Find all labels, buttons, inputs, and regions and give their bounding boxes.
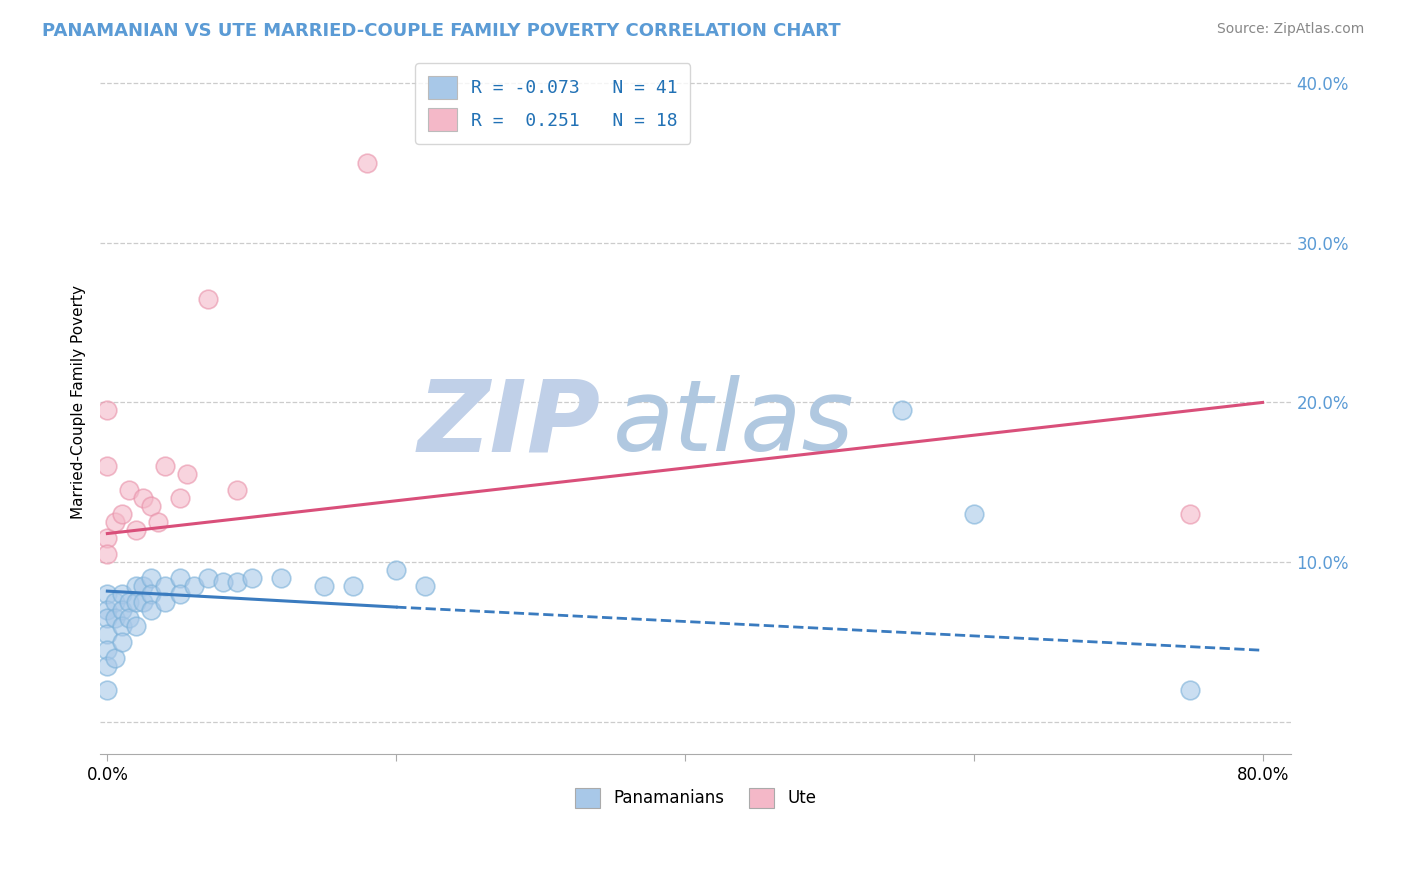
Point [226,574,249,589]
Point [963,508,986,522]
Y-axis label: Married-Couple Family Poverty: Married-Couple Family Poverty [72,285,86,519]
Point [197,292,219,306]
Text: Source: ZipAtlas.com: Source: ZipAtlas.com [1216,22,1364,37]
Point [103,595,125,609]
Point [111,635,134,649]
Point [169,587,191,601]
Point [139,587,162,601]
Point [96,659,118,673]
Point [890,403,912,417]
Point [125,595,148,609]
Point [111,587,134,601]
Point [118,483,141,498]
Point [125,579,148,593]
Point [96,627,118,641]
Point [240,571,263,585]
Text: atlas: atlas [613,375,853,472]
Point [125,619,148,633]
Point [226,483,249,498]
Point [96,603,118,617]
Point [103,651,125,665]
Point [1180,683,1202,698]
Point [118,595,141,609]
Point [153,459,176,474]
Point [96,459,118,474]
Point [111,603,134,617]
Point [96,611,118,625]
Point [139,603,162,617]
Point [169,571,191,585]
Point [356,155,378,169]
Point [183,579,205,593]
Point [176,467,198,482]
Text: PANAMANIAN VS UTE MARRIED-COUPLE FAMILY POVERTY CORRELATION CHART: PANAMANIAN VS UTE MARRIED-COUPLE FAMILY … [42,22,841,40]
Point [1180,508,1202,522]
Point [96,643,118,657]
Point [413,579,436,593]
Point [125,524,148,538]
Point [96,547,118,561]
Point [118,611,141,625]
Point [342,579,364,593]
Point [312,579,335,593]
Point [169,491,191,506]
Point [139,500,162,514]
Point [96,587,118,601]
Point [96,683,118,698]
Point [103,611,125,625]
Point [146,516,169,530]
Text: ZIP: ZIP [418,375,600,472]
Point [132,595,155,609]
Point [139,571,162,585]
Point [132,579,155,593]
Point [153,595,176,609]
Point [132,491,155,506]
Point [96,532,118,546]
Point [111,508,134,522]
Point [153,579,176,593]
Point [197,571,219,585]
Point [96,403,118,417]
Point [103,516,125,530]
Point [270,571,292,585]
Legend: Panamanians, Ute: Panamanians, Ute [567,780,825,816]
Point [212,574,235,589]
Point [385,563,408,577]
Point [111,619,134,633]
